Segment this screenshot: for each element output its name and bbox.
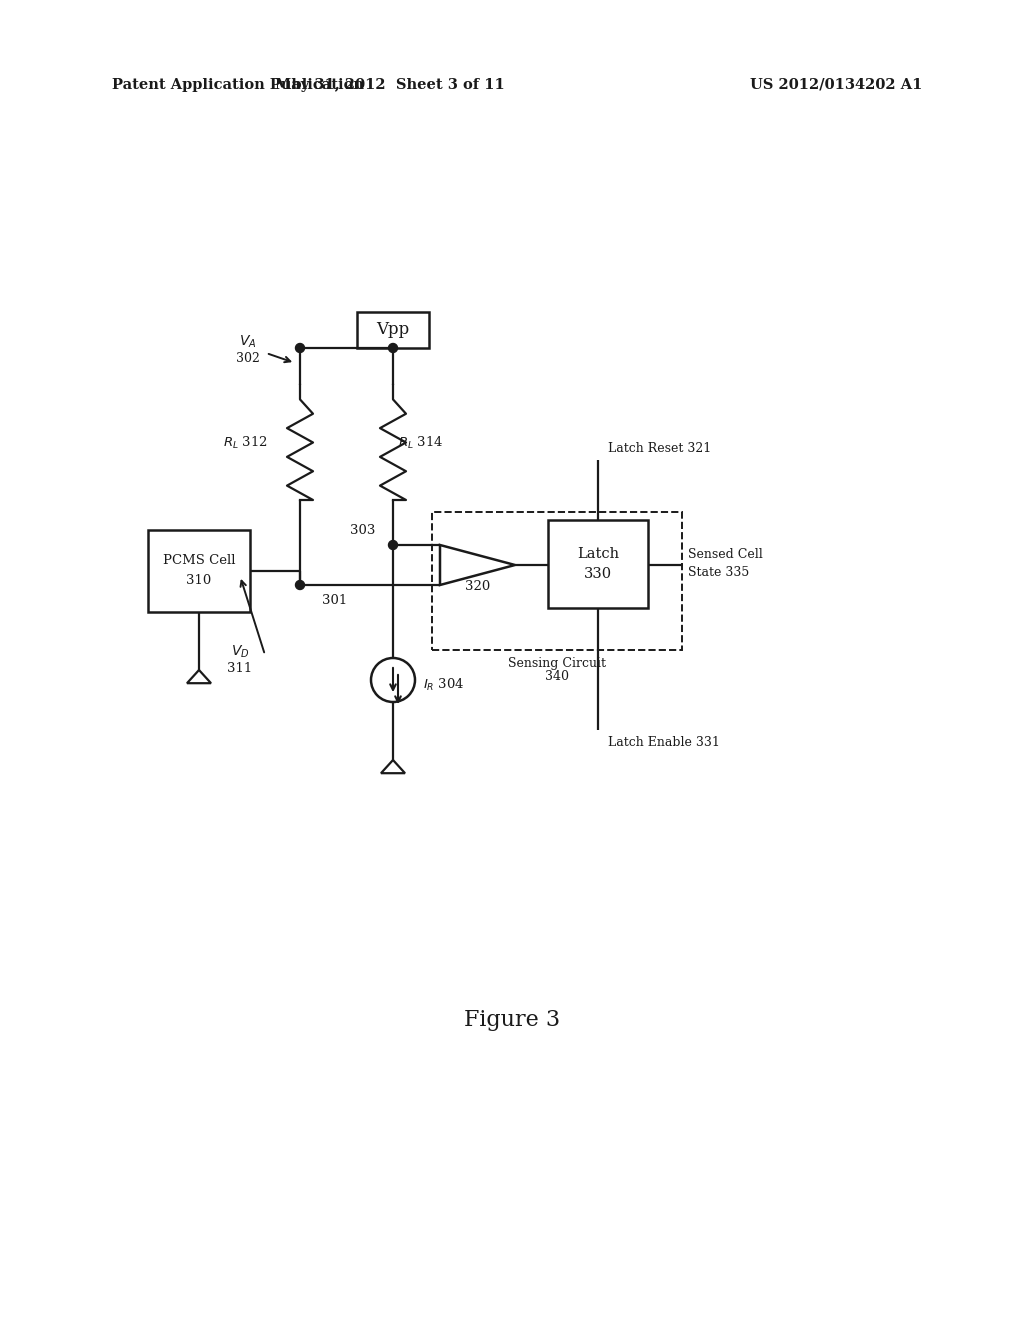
Text: $R_L$ 312: $R_L$ 312 xyxy=(223,434,268,450)
Text: 301: 301 xyxy=(322,594,347,606)
Bar xyxy=(548,520,648,609)
Text: PCMS Cell: PCMS Cell xyxy=(163,554,236,568)
Text: 310: 310 xyxy=(186,573,212,586)
Text: Patent Application Publication: Patent Application Publication xyxy=(112,78,364,92)
Text: $R_L$ 314: $R_L$ 314 xyxy=(398,434,443,450)
Text: 340: 340 xyxy=(545,671,569,684)
Text: State 335: State 335 xyxy=(688,566,750,579)
Text: 320: 320 xyxy=(465,581,490,594)
Circle shape xyxy=(296,581,304,590)
Bar xyxy=(432,512,682,649)
Text: Figure 3: Figure 3 xyxy=(464,1008,560,1031)
Text: 302: 302 xyxy=(237,352,260,366)
Bar xyxy=(357,312,429,348)
Text: Sensed Cell: Sensed Cell xyxy=(688,548,763,561)
Text: US 2012/0134202 A1: US 2012/0134202 A1 xyxy=(750,78,923,92)
Text: 330: 330 xyxy=(584,568,612,581)
Text: $V_D$: $V_D$ xyxy=(230,644,249,660)
Circle shape xyxy=(296,343,304,352)
Text: $I_R$ 304: $I_R$ 304 xyxy=(423,677,465,693)
Text: Latch Enable 331: Latch Enable 331 xyxy=(608,735,720,748)
Text: Latch: Latch xyxy=(577,546,620,561)
Text: May 31, 2012  Sheet 3 of 11: May 31, 2012 Sheet 3 of 11 xyxy=(275,78,505,92)
Circle shape xyxy=(388,540,397,549)
Circle shape xyxy=(388,343,397,352)
Text: $V_A$: $V_A$ xyxy=(240,334,257,350)
Text: Vpp: Vpp xyxy=(377,322,410,338)
Bar xyxy=(148,531,250,612)
Text: 303: 303 xyxy=(349,524,375,536)
Text: Sensing Circuit: Sensing Circuit xyxy=(508,656,606,669)
Text: 311: 311 xyxy=(227,663,253,676)
Text: Latch Reset 321: Latch Reset 321 xyxy=(608,441,712,454)
